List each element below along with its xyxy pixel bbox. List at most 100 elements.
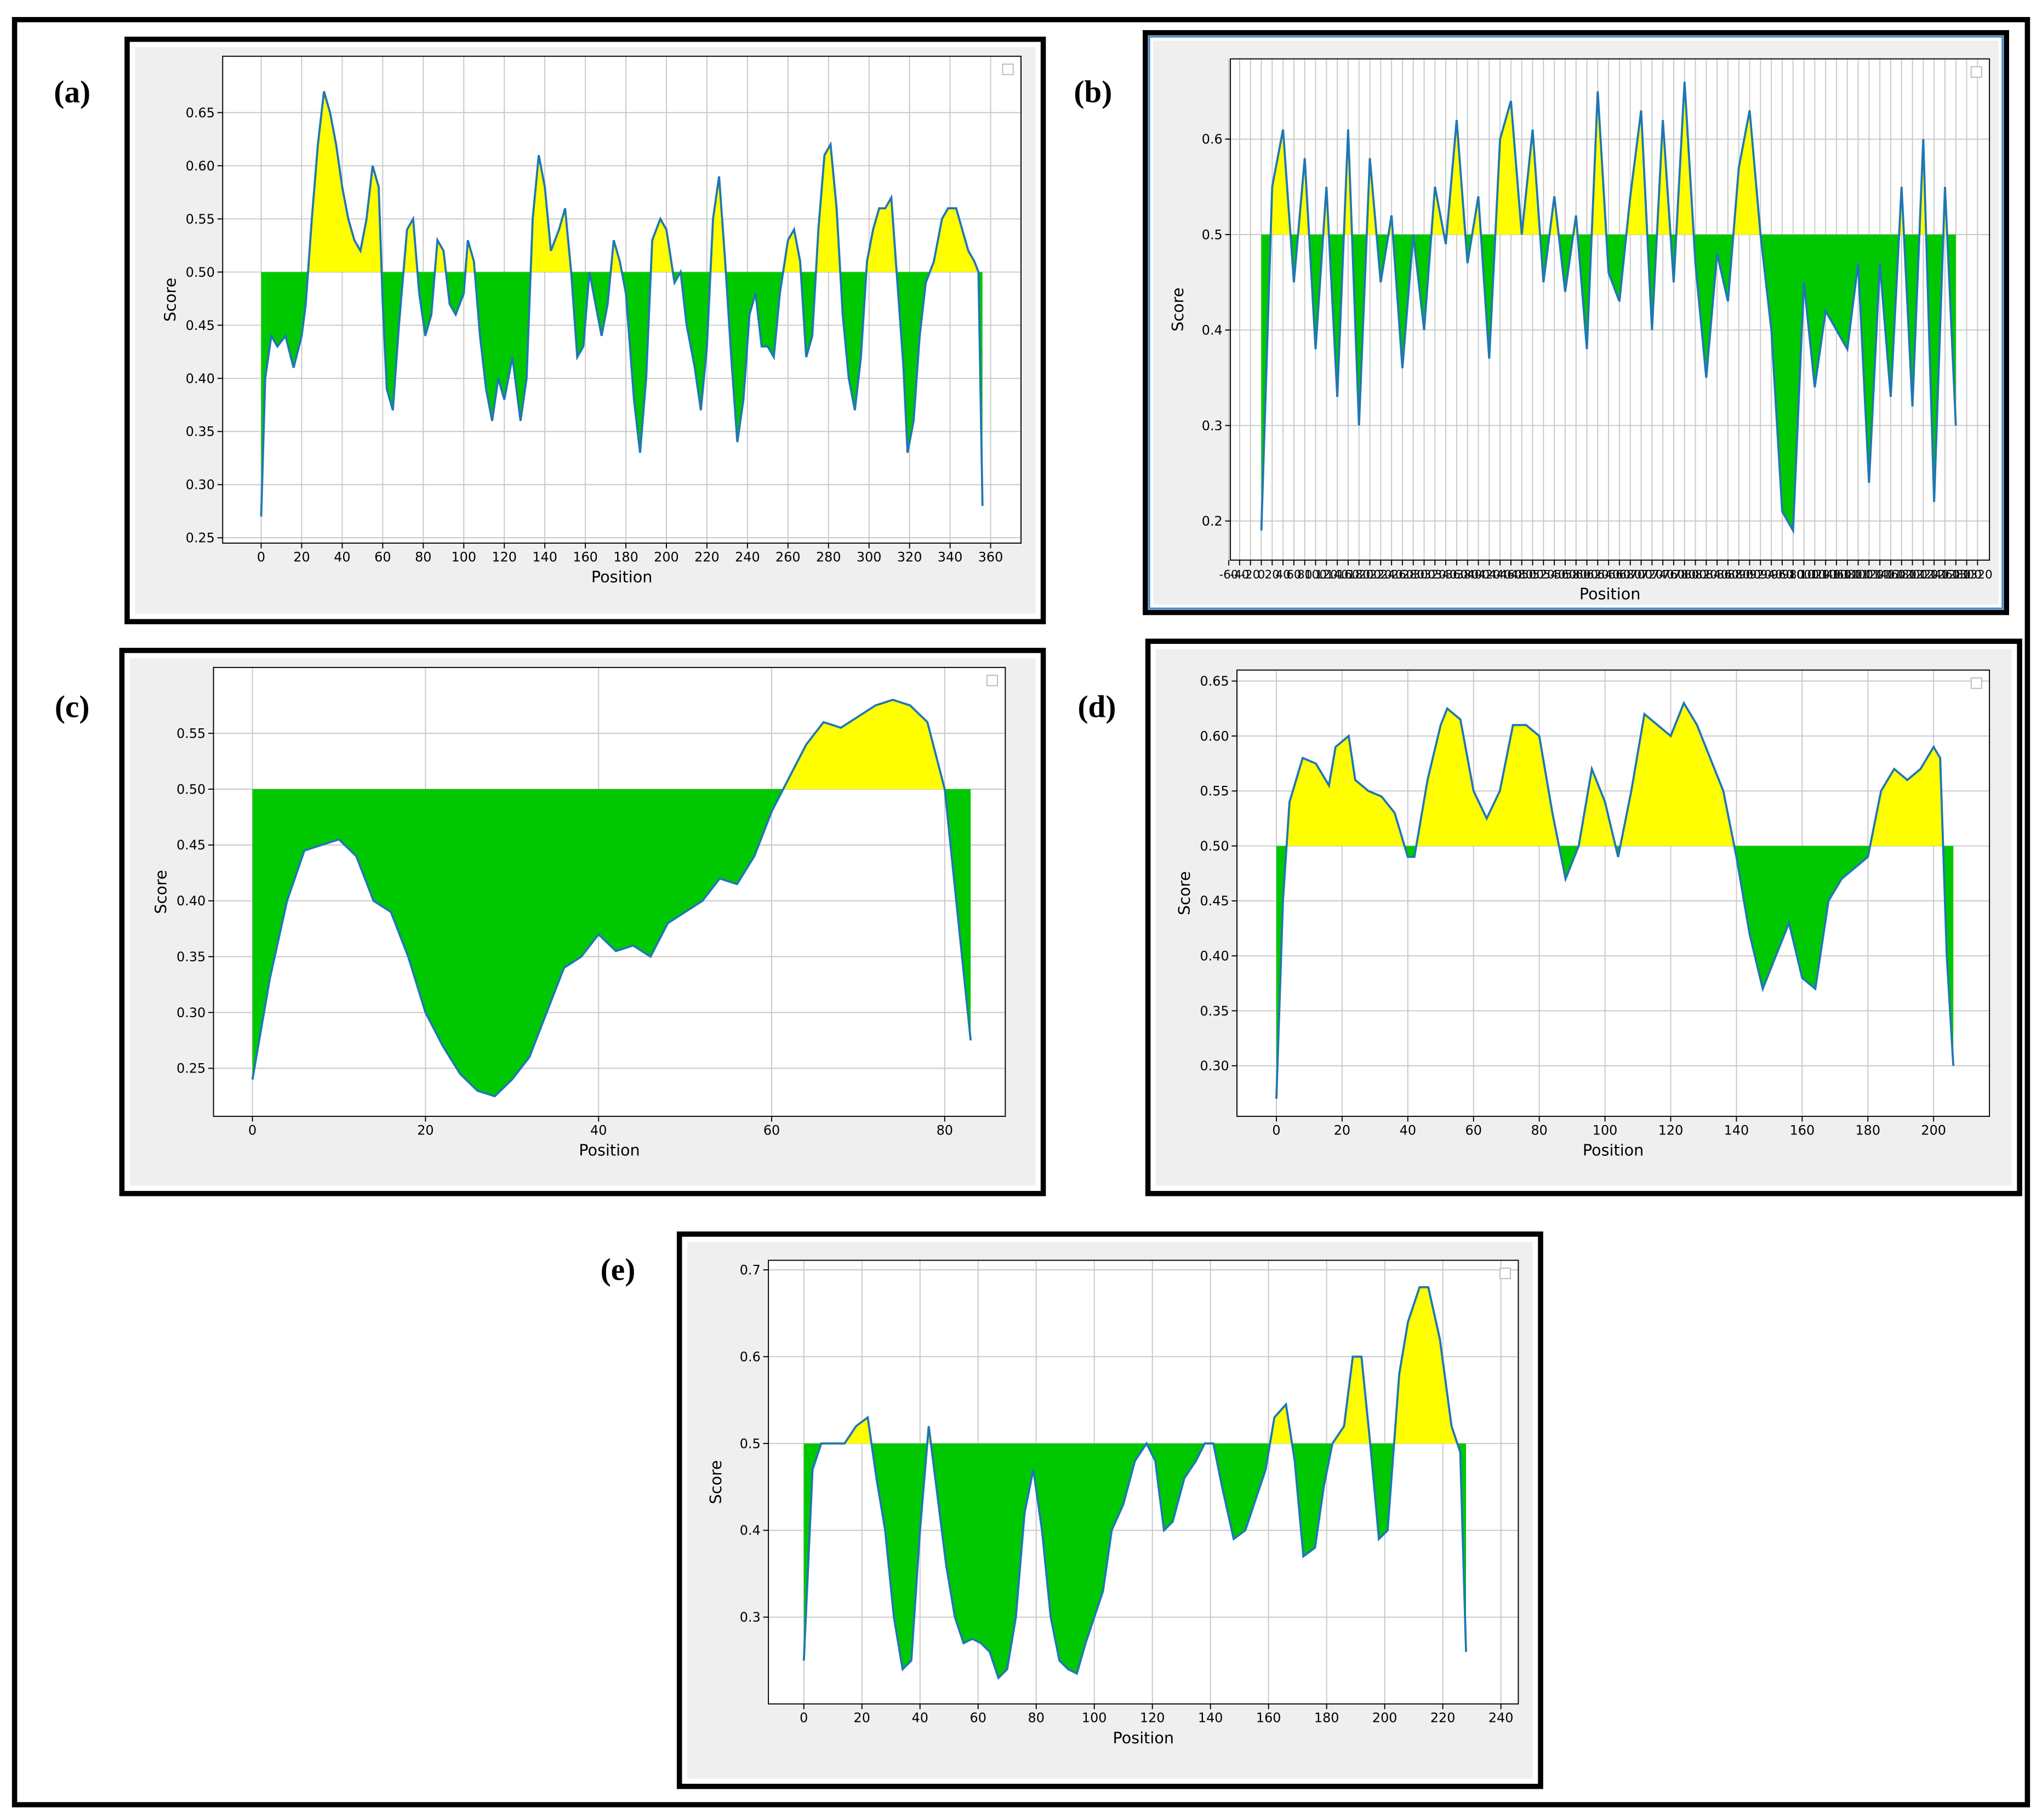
score-line — [802, 1286, 1467, 1680]
x-tick-label: 460 — [1499, 568, 1522, 582]
y-tick-label: 0.40 — [186, 371, 215, 386]
x-tick-label: 620 — [1587, 568, 1609, 582]
x-tick-label: 0 — [1258, 568, 1265, 582]
x-tick-label: 160 — [1256, 1710, 1281, 1726]
x-tick-label: 1100 — [1843, 568, 1873, 582]
x-tick-label: 20 — [417, 1122, 434, 1138]
x-tick-label: 340 — [938, 549, 963, 564]
x-tick-label: -20 — [1241, 568, 1260, 582]
x-tick-label: 140 — [1198, 1710, 1223, 1726]
x-tick-label: 120 — [1658, 1122, 1684, 1138]
y-tick-label: 0.30 — [186, 477, 215, 493]
legend-box — [1499, 1268, 1511, 1280]
x-tick-label: 120 — [1315, 568, 1338, 582]
x-tick-label: 100 — [1593, 1122, 1618, 1138]
x-tick-label: 1020 — [1800, 568, 1830, 582]
plot-border — [213, 666, 1006, 1117]
x-tick-label: 800 — [1684, 568, 1707, 582]
x-tick-label: 120 — [492, 549, 517, 564]
y-tick-label: 0.6 — [1202, 132, 1223, 147]
panel-label: (a) — [54, 75, 90, 109]
x-tick-label: 840 — [1706, 568, 1729, 582]
y-tick-label: 0.35 — [1200, 1003, 1229, 1019]
x-axis-label: Position — [1579, 585, 1641, 603]
x-tick-label: 60 — [1465, 1122, 1482, 1138]
x-tick-label: 720 — [1641, 568, 1663, 582]
x-tick-label: 100 — [1082, 1710, 1107, 1726]
plot-area — [1237, 670, 1990, 1117]
x-tick-label: 1220 — [1908, 568, 1938, 582]
y-tick-label: 0.60 — [1200, 728, 1229, 744]
x-tick-label: 740 — [1652, 568, 1674, 582]
x-tick-label: 240 — [1381, 568, 1403, 582]
x-tick-label: 220 — [1430, 1710, 1456, 1726]
x-tick-label: 1280 — [1941, 568, 1971, 582]
x-tick-label: 860 — [1716, 568, 1739, 582]
x-tick-label: 1120 — [1854, 568, 1884, 582]
score-line — [1275, 700, 1955, 1099]
x-tick-label: 1240 — [1919, 568, 1949, 582]
y-tick-label: 0.50 — [186, 265, 215, 280]
x-tick-label: 0 — [257, 549, 265, 564]
y-tick-label: 0.4 — [740, 1523, 761, 1538]
x-tick-label: 900 — [1738, 568, 1761, 582]
x-tick-label: 700 — [1630, 568, 1652, 582]
y-tick-label: 0.40 — [1200, 949, 1229, 964]
x-tick-label: 40 — [1275, 568, 1290, 582]
x-tick-label: 140 — [1724, 1122, 1749, 1138]
x-tick-label: 400 — [1467, 568, 1490, 582]
x-tick-label: 160 — [1790, 1122, 1815, 1138]
plot-border — [768, 1259, 1519, 1705]
x-tick-label: 0 — [1272, 1122, 1280, 1138]
y-axis-label: Score — [706, 1460, 725, 1504]
area-above — [783, 699, 945, 789]
x-tick-label: 0 — [248, 1122, 256, 1138]
y-tick-label: 0.45 — [176, 837, 206, 853]
x-tick-label: 580 — [1565, 568, 1587, 582]
x-tick-label: 80 — [1297, 568, 1312, 582]
x-tick-label: 1080 — [1832, 568, 1862, 582]
y-tick-label: 0.35 — [176, 949, 206, 965]
x-tick-label: 340 — [1435, 568, 1457, 582]
x-tick-label: 1000 — [1789, 568, 1819, 582]
area-below — [1276, 846, 1954, 1099]
panel: 0 20 40 60 80 100 120 140 160 180 200 0.30 0.35 0.40 0… — [1077, 638, 2022, 1196]
x-tick-label: 360 — [1445, 568, 1468, 582]
y-axis-label: Score — [1168, 288, 1187, 332]
x-tick-label: 80 — [1028, 1710, 1045, 1726]
x-tick-label: 80 — [937, 1122, 953, 1138]
plot-border — [222, 55, 1022, 544]
x-tick-label: 980 — [1782, 568, 1804, 582]
x-tick-label: 200 — [1921, 1122, 1946, 1138]
y-axis-label: Score — [1175, 871, 1194, 915]
y-tick-label: 0.30 — [176, 1005, 206, 1020]
x-tick-label: 560 — [1554, 568, 1576, 582]
x-tick-label: 160 — [1337, 568, 1359, 582]
y-tick-label: 0.35 — [186, 424, 215, 440]
legend-box — [1002, 64, 1014, 76]
area-above — [261, 91, 983, 272]
x-axis-label: Position — [1113, 1728, 1174, 1747]
x-tick-label: 60 — [763, 1122, 780, 1138]
x-tick-label: 940 — [1760, 568, 1783, 582]
x-tick-label: -40 — [1230, 568, 1249, 582]
x-tick-label: 1320 — [1963, 568, 1993, 582]
legend-box — [1970, 677, 1982, 689]
x-tick-label: 1300 — [1952, 568, 1982, 582]
x-tick-label: 280 — [1402, 568, 1424, 582]
panel-label: (b) — [1074, 75, 1112, 109]
x-tick-label: 180 — [1348, 568, 1370, 582]
x-axis-label: Position — [579, 1141, 640, 1160]
x-tick-label: 660 — [1608, 568, 1630, 582]
area-below — [803, 1443, 1467, 1678]
score-line — [1260, 82, 1957, 534]
y-tick-label: 0.55 — [186, 212, 215, 227]
x-tick-label: 960 — [1771, 568, 1793, 582]
x-tick-label: 1140 — [1865, 568, 1895, 582]
y-tick-label: 0.45 — [1200, 893, 1229, 909]
x-tick-label: 20 — [293, 549, 310, 564]
y-tick-label: 0.55 — [1200, 784, 1229, 799]
x-tick-label: 480 — [1510, 568, 1533, 582]
x-tick-label: 200 — [1372, 1710, 1398, 1726]
